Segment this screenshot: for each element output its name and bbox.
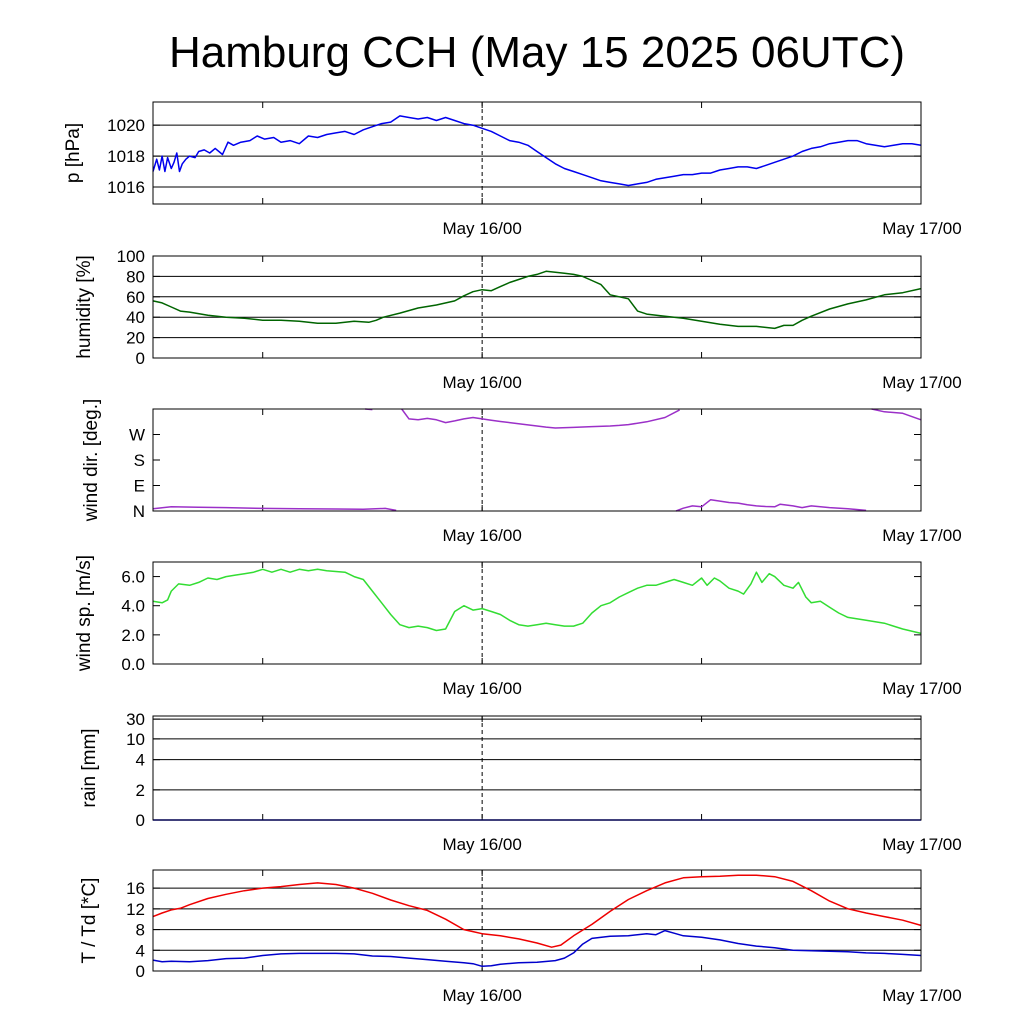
y-tick-label: 6.0 [121,568,145,587]
y-tick-label: 1018 [107,147,145,166]
y-tick-label: W [129,426,145,445]
y-tick-label: 0.0 [121,655,145,674]
y-tick-label: E [134,477,145,496]
x-tick-label: May 17/00 [882,986,961,1005]
plot-frame [152,715,922,821]
y-axis-label: rain [mm] [79,728,100,807]
y-axis-label: humidity [%] [74,255,95,358]
series-line-0 [152,874,922,948]
y-axis-label: wind sp. [m/s] [74,555,95,672]
series-line-0 [152,568,922,635]
y-tick-label: 1020 [107,116,145,135]
y-tick-label: 0 [136,962,145,981]
plot-frame [152,869,922,972]
series-line-0-seg-4 [871,408,922,421]
y-tick-label: S [134,451,145,470]
x-tick-label: May 16/00 [442,526,521,545]
y-axis-label: p [hPa] [63,123,84,183]
y-tick-label: 4.0 [121,597,145,616]
plot-frame [152,101,922,205]
y-tick-label: 0 [136,811,145,830]
y-tick-label: 4 [136,941,145,960]
y-tick-label: 1016 [107,178,145,197]
y-tick-label: 100 [117,247,145,266]
y-tick-label: 80 [126,267,145,286]
y-tick-label: 2 [136,781,145,800]
series-line-0-seg-2 [401,408,680,429]
x-tick-label: May 16/00 [442,373,521,392]
x-tick-label: May 17/00 [882,679,961,698]
series-line-0-seg-0 [152,506,397,512]
y-axis-label: wind dir. [deg.] [81,399,102,523]
y-tick-label: N [133,502,145,521]
plot-frame [152,408,922,512]
x-tick-label: May 16/00 [442,835,521,854]
chart-title: Hamburg CCH (May 15 2025 06UTC) [169,28,905,77]
y-tick-label: 20 [126,329,145,348]
y-axis-label: T / Td [*C] [79,878,100,964]
y-tick-label: 60 [126,288,145,307]
panel-0: 1016 1018 1020 May 16/00 May 17/00 p [hPa] [63,101,962,238]
series-line-0 [152,115,922,187]
x-tick-label: May 17/00 [882,219,961,238]
plot-frame [152,561,922,665]
y-tick-label: 8 [136,921,145,940]
y-tick-label: 30 [126,710,145,729]
y-tick-label: 12 [126,900,145,919]
y-tick-label: 2.0 [121,626,145,645]
y-tick-label: 10 [126,730,145,749]
series-line-0-seg-3 [675,498,867,512]
y-tick-label: 40 [126,308,145,327]
x-tick-label: May 17/00 [882,835,961,854]
panel-5: 0 48 12 16 May 16/00 May 17/00 T / Td [*C] [79,869,962,1005]
panel-3: 0.0 2.0 4.0 6.0 May 16/00 May 17/00 wind sp. [… [74,555,962,698]
series-line-0 [152,270,922,330]
y-tick-label: 4 [136,751,145,770]
y-tick-label: 16 [126,879,145,898]
x-tick-label: May 17/00 [882,526,961,545]
x-tick-label: May 16/00 [442,986,521,1005]
x-tick-label: May 17/00 [882,373,961,392]
plot-frame [152,255,922,359]
y-tick-label: 0 [136,349,145,368]
x-tick-label: May 16/00 [442,679,521,698]
x-tick-label: May 16/00 [442,219,521,238]
series-line-1 [152,929,922,968]
